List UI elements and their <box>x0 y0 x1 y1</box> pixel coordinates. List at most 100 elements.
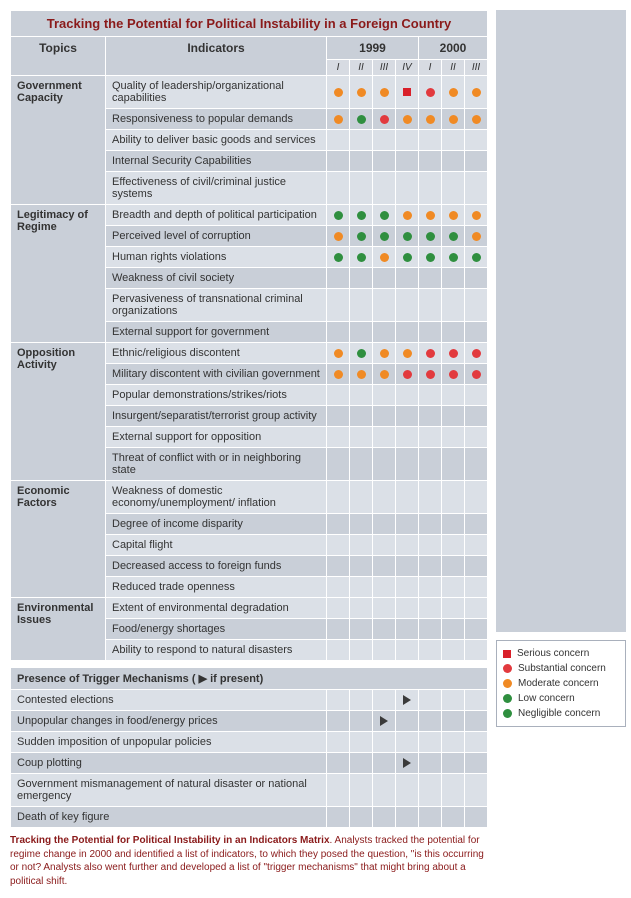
data-cell <box>396 640 418 660</box>
data-cell <box>442 427 464 447</box>
trigger-cell <box>396 711 418 731</box>
trigger-cell <box>373 732 395 752</box>
serious-marker <box>403 88 411 96</box>
data-cell <box>442 322 464 342</box>
data-cell <box>373 481 395 513</box>
indicator-cell: Weakness of domestic economy/unemploymen… <box>106 481 326 513</box>
data-cell <box>327 364 349 384</box>
data-cell <box>465 556 487 576</box>
trigger-cell <box>327 711 349 731</box>
data-cell <box>465 268 487 288</box>
indicator-cell: Perceived level of corruption <box>106 226 326 246</box>
data-cell <box>327 598 349 618</box>
data-cell <box>419 247 441 267</box>
legend-label: Moderate concern <box>518 678 599 689</box>
trigger-cell <box>419 753 441 773</box>
data-cell <box>442 448 464 480</box>
trigger-cell <box>442 807 464 827</box>
data-cell <box>350 448 372 480</box>
indicator-cell: External support for government <box>106 322 326 342</box>
data-cell <box>419 322 441 342</box>
data-cell <box>396 364 418 384</box>
data-cell <box>373 556 395 576</box>
indicator-cell: Reduced trade openness <box>106 577 326 597</box>
trigger-label: Government mismanagement of natural disa… <box>11 774 326 806</box>
data-cell <box>442 76 464 108</box>
data-cell <box>350 130 372 150</box>
concern-dot <box>334 349 343 358</box>
data-cell <box>396 598 418 618</box>
trigger-label: Coup plotting <box>11 753 326 773</box>
data-cell <box>396 427 418 447</box>
concern-dot <box>426 115 435 124</box>
data-cell <box>465 247 487 267</box>
trigger-label: Sudden imposition of unpopular policies <box>11 732 326 752</box>
data-cell <box>350 151 372 171</box>
concern-dot <box>472 232 481 241</box>
trigger-cell <box>350 690 372 710</box>
data-cell <box>373 289 395 321</box>
data-cell <box>396 448 418 480</box>
data-cell <box>419 76 441 108</box>
trigger-cell <box>419 807 441 827</box>
data-cell <box>419 598 441 618</box>
concern-dot <box>426 88 435 97</box>
trigger-icon <box>403 695 411 705</box>
data-cell <box>465 514 487 534</box>
data-cell <box>396 514 418 534</box>
data-cell <box>396 247 418 267</box>
sub-col: II <box>442 60 464 75</box>
indicator-cell: Food/energy shortages <box>106 619 326 639</box>
trigger-cell <box>350 753 372 773</box>
data-cell <box>373 640 395 660</box>
trigger-label: Contested elections <box>11 690 326 710</box>
trigger-cell <box>350 711 372 731</box>
data-cell <box>396 289 418 321</box>
data-cell <box>465 76 487 108</box>
indicator-cell: Weakness of civil society <box>106 268 326 288</box>
concern-dot <box>334 211 343 220</box>
data-cell <box>465 226 487 246</box>
data-cell <box>350 385 372 405</box>
data-cell <box>419 535 441 555</box>
data-cell <box>396 268 418 288</box>
data-cell <box>419 448 441 480</box>
data-cell <box>442 364 464 384</box>
data-cell <box>419 427 441 447</box>
trigger-cell <box>465 774 487 806</box>
data-cell <box>396 226 418 246</box>
data-cell <box>419 514 441 534</box>
concern-dot <box>380 370 389 379</box>
trigger-cell <box>419 732 441 752</box>
trigger-cell <box>465 807 487 827</box>
trigger-cell <box>419 774 441 806</box>
data-cell <box>350 577 372 597</box>
data-cell <box>350 247 372 267</box>
data-cell <box>419 556 441 576</box>
data-cell <box>327 322 349 342</box>
concern-dot <box>426 349 435 358</box>
data-cell <box>373 427 395 447</box>
concern-dot <box>472 115 481 124</box>
data-cell <box>350 556 372 576</box>
concern-dot <box>403 115 412 124</box>
data-cell <box>396 130 418 150</box>
legend-label: Serious concern <box>517 648 589 659</box>
data-cell <box>327 289 349 321</box>
data-cell <box>442 289 464 321</box>
trigger-label: Death of key figure <box>11 807 326 827</box>
trigger-cell <box>373 711 395 731</box>
data-cell <box>396 385 418 405</box>
caption: Tracking the Potential for Political Ins… <box>10 834 488 888</box>
data-cell <box>465 448 487 480</box>
concern-dot <box>334 232 343 241</box>
data-cell <box>373 619 395 639</box>
data-cell <box>327 151 349 171</box>
concern-dot <box>449 349 458 358</box>
concern-dot <box>472 253 481 262</box>
indicator-cell: Ability to respond to natural disasters <box>106 640 326 660</box>
trigger-cell <box>396 807 418 827</box>
data-cell <box>327 343 349 363</box>
data-cell <box>465 385 487 405</box>
trigger-cell <box>442 753 464 773</box>
